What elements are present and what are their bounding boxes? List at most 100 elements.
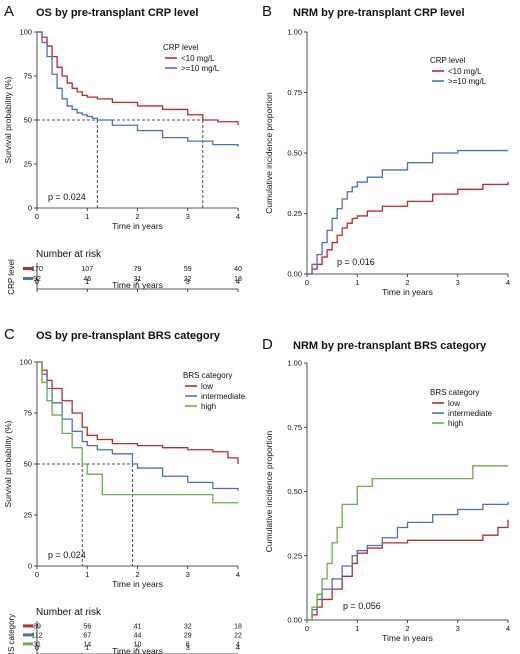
risk-value: 79	[134, 266, 142, 273]
y-tick-label: 50	[24, 460, 32, 469]
x-tick-label: 4	[506, 278, 510, 287]
risk-value: 31	[134, 276, 142, 283]
x-tick-label: 3	[456, 624, 460, 633]
y-tick-label: 0.00	[287, 616, 302, 625]
risk-tick-label: 1	[85, 277, 89, 286]
risk-tick-label: 1	[85, 643, 89, 652]
panel-letter: C	[4, 326, 15, 343]
legend-label: intermediate	[448, 409, 493, 418]
legend-title: CRP level	[163, 43, 199, 52]
series-line	[37, 361, 238, 504]
series-line	[307, 182, 509, 275]
risk-value: 32	[184, 623, 192, 630]
legend-label: high	[201, 402, 216, 411]
risk-value: 14	[83, 641, 91, 648]
x-tick-label: 2	[135, 212, 139, 221]
p-value-label: p = 0.024	[48, 192, 86, 202]
y-tick-label: 100	[19, 358, 32, 367]
risk-value: 22	[234, 632, 242, 639]
x-tick-label: 0	[35, 570, 39, 579]
x-tick-label: 1	[85, 212, 89, 221]
risk-value: 107	[81, 266, 93, 273]
risk-value: 29	[184, 632, 192, 639]
risk-table-ylabel: CRP level	[7, 259, 16, 295]
legend-label: intermediate	[201, 392, 246, 401]
legend-title: CRP level	[430, 56, 466, 65]
x-tick-label: 3	[186, 570, 190, 579]
p-value-label: p = 0.024	[48, 550, 86, 560]
x-axis-title: Time in years	[382, 287, 433, 297]
x-tick-label: 1	[85, 570, 89, 579]
y-tick-label: 75	[24, 409, 32, 418]
p-value-label: p = 0.056	[343, 601, 381, 611]
chart-title: OS by pre-transplant CRP level	[36, 7, 198, 19]
risk-value: 44	[134, 632, 142, 639]
risk-tick-label: 2	[135, 643, 139, 652]
legend-label: >=10 mg/L	[448, 77, 487, 86]
y-tick-label: 0.75	[287, 423, 302, 432]
series-line	[307, 501, 509, 621]
risk-value: 170	[31, 266, 43, 273]
risk-row-swatch	[23, 624, 33, 628]
risk-x-axis-title: Time in years	[112, 646, 163, 654]
risk-value: 22	[184, 276, 192, 283]
series-line	[307, 149, 508, 275]
x-axis-title: Time in years	[112, 221, 163, 231]
x-tick-label: 4	[236, 212, 240, 221]
x-tick-label: 2	[135, 570, 139, 579]
risk-value: 10	[134, 641, 142, 648]
risk-tick-label: 4	[236, 643, 240, 652]
y-axis-title: Cumulative incidence proportion	[264, 92, 274, 214]
y-tick-label: 0.25	[287, 209, 302, 218]
x-axis-title: Time in years	[382, 633, 433, 643]
panel-d: D NRM by pre-transplant BRS category 0 1 2 3 4…	[262, 336, 510, 643]
x-tick-label: 3	[186, 212, 190, 221]
risk-value: 4	[236, 641, 240, 648]
p-value-label: p = 0.016	[337, 257, 375, 267]
risk-tick-label: 0	[35, 277, 39, 286]
x-tick-label: 0	[35, 212, 39, 221]
panel-b: B NRM by pre-transplant CRP level 0 1 2 3 4 0.0…	[262, 3, 510, 297]
risk-value: 67	[83, 632, 91, 639]
risk-value: 18	[234, 623, 242, 630]
risk-row-swatch	[23, 277, 33, 280]
risk-value: 31	[33, 641, 41, 648]
risk-value: 46	[83, 276, 91, 283]
legend-label: low	[201, 382, 213, 391]
y-tick-label: 100	[19, 28, 32, 37]
risk-value: 92	[33, 276, 41, 283]
risk-tick-label: 2	[135, 277, 139, 286]
y-tick-label: 0.50	[287, 149, 302, 158]
legend-label: low	[448, 399, 460, 408]
panel-letter: B	[262, 3, 272, 20]
y-tick-label: 0	[28, 204, 32, 213]
legend-label: <10 mg/L	[181, 54, 215, 63]
risk-tick-label: 3	[186, 643, 190, 652]
legend-label: high	[448, 419, 463, 428]
y-tick-label: 0	[28, 562, 32, 571]
y-tick-label: 0.50	[287, 487, 302, 496]
series-line	[37, 31, 239, 126]
panel-c: C OS by pre-transplant BRS category 0 1 2 3 4 0…	[3, 326, 246, 654]
risk-tick-label: 4	[236, 277, 240, 286]
x-tick-label: 4	[236, 570, 240, 579]
risk-tick-label: 0	[35, 643, 39, 652]
y-tick-label: 1.00	[287, 359, 302, 368]
risk-value: 59	[184, 266, 192, 273]
y-tick-label: 25	[24, 511, 32, 520]
risk-value: 56	[83, 623, 91, 630]
x-tick-label: 3	[456, 278, 460, 287]
y-axis-title: Cumulative incidence proportion	[264, 431, 274, 553]
risk-value: 8	[186, 641, 190, 648]
y-tick-label: 50	[24, 116, 32, 125]
y-tick-label: 0.25	[287, 551, 302, 560]
risk-table: Number at risk 170 107 79 59 40 92 46 31 22 18 0 1 2 3…	[7, 249, 242, 295]
panel-letter: D	[262, 336, 273, 353]
legend-title: BRS category	[183, 371, 232, 380]
y-tick-label: 1.00	[287, 28, 302, 37]
risk-table-ylabel: BRS category	[7, 614, 16, 654]
risk-row-swatch	[23, 642, 33, 646]
chart-title: NRM by pre-transplant CRP level	[293, 7, 465, 19]
